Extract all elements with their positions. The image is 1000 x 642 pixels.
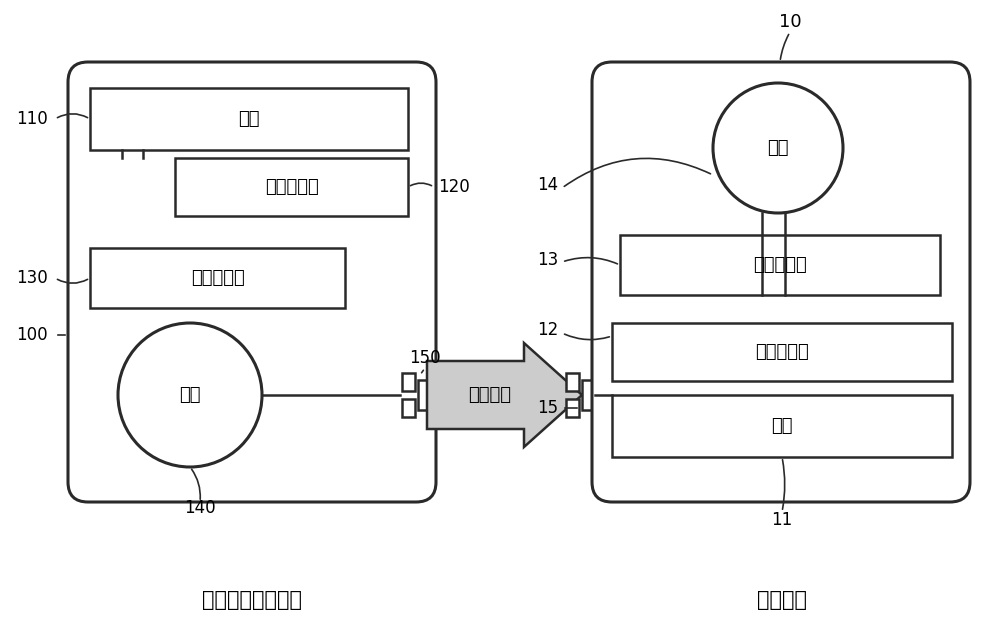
Circle shape	[713, 83, 843, 213]
Bar	[582, 380, 595, 410]
Text: 电力控制器: 电力控制器	[191, 269, 244, 287]
Text: 10: 10	[779, 13, 801, 31]
Bar	[620, 235, 940, 295]
FancyArrow shape	[427, 343, 582, 447]
Text: 电力控制器: 电力控制器	[753, 256, 807, 274]
Text: 放电车辆: 放电车辆	[757, 590, 807, 610]
FancyBboxPatch shape	[68, 62, 436, 502]
Text: 15: 15	[537, 399, 558, 417]
Bar	[402, 373, 415, 391]
Bar	[566, 399, 579, 417]
Text: 电机: 电机	[767, 139, 789, 157]
Text: 14: 14	[537, 176, 558, 194]
Text: 电池控制器: 电池控制器	[265, 178, 318, 196]
Text: 140: 140	[184, 499, 216, 517]
Bar	[612, 395, 952, 457]
Text: 120: 120	[438, 178, 470, 196]
Text: 11: 11	[771, 511, 793, 529]
FancyBboxPatch shape	[592, 62, 970, 502]
Text: 电池: 电池	[238, 110, 260, 128]
Text: 13: 13	[537, 251, 558, 269]
Text: 110: 110	[16, 110, 48, 128]
Text: 150: 150	[409, 349, 441, 367]
Bar	[90, 248, 345, 308]
Bar	[90, 88, 408, 150]
Bar	[566, 373, 579, 391]
Bar	[402, 399, 415, 417]
Text: 12: 12	[537, 321, 558, 339]
Text: 应急充电服务车辆: 应急充电服务车辆	[202, 590, 302, 610]
Text: 100: 100	[16, 326, 48, 344]
Circle shape	[118, 323, 262, 467]
Bar	[612, 323, 952, 381]
Text: 130: 130	[16, 269, 48, 287]
Text: 电机: 电机	[179, 386, 201, 404]
Text: 能量供应: 能量供应	[468, 386, 511, 404]
Bar	[175, 158, 408, 216]
Bar	[418, 380, 431, 410]
Text: 电池控制器: 电池控制器	[755, 343, 809, 361]
Text: 电池: 电池	[771, 417, 793, 435]
